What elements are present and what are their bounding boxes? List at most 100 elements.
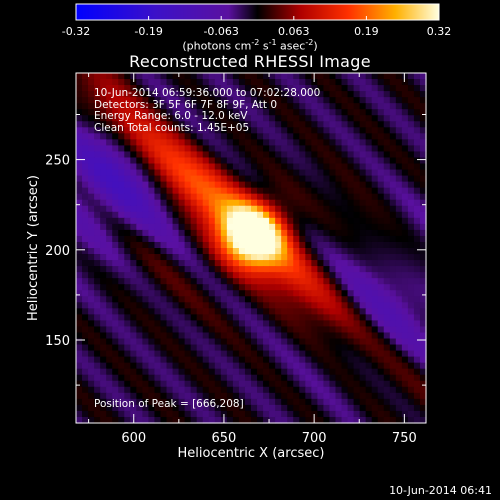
heatmap-cell: [323, 380, 331, 388]
heatmap-cell: [118, 392, 125, 400]
heatmap-cell: [154, 157, 162, 165]
heatmap-cell: [269, 217, 276, 225]
heatmap-cell: [100, 332, 107, 340]
heatmap-cell: [377, 163, 385, 171]
heatmap-cell: [335, 374, 343, 382]
heatmap-cell: [317, 163, 325, 171]
heatmap-cell: [269, 241, 276, 249]
heatmap-cell: [377, 169, 385, 177]
heatmap-cell: [275, 344, 282, 352]
heatmap-cell: [257, 314, 264, 322]
heatmap-cell: [166, 139, 174, 147]
heatmap-cell: [359, 254, 367, 261]
heatmap-cell: [353, 181, 361, 189]
heatmap-cell: [232, 193, 240, 201]
heatmap-cell: [118, 175, 125, 183]
heatmap-cell: [220, 350, 228, 358]
heatmap-cell: [269, 205, 276, 213]
heatmap-cell: [238, 133, 246, 140]
heatmap-cell: [202, 290, 210, 297]
heatmap-cell: [335, 79, 343, 86]
heatmap-cell: [118, 356, 125, 364]
heatmap-cell: [311, 229, 318, 237]
annotation-total-counts: Clean Total counts: 1.45E+05: [94, 121, 250, 134]
heatmap-cell: [166, 248, 174, 255]
heatmap-cell: [311, 260, 318, 267]
heatmap-cell: [293, 139, 300, 147]
heatmap-cell: [142, 163, 150, 171]
heatmap-cell: [166, 392, 174, 400]
heatmap-cell: [112, 115, 119, 122]
heatmap-cell: [335, 260, 343, 267]
heatmap-cell: [311, 241, 318, 249]
heatmap-cell: [178, 344, 186, 352]
heatmap-cell: [88, 272, 95, 279]
heatmap-cell: [172, 398, 180, 406]
heatmap-cell: [76, 169, 83, 177]
heatmap-cell: [263, 145, 270, 153]
heatmap-cell: [251, 386, 258, 394]
heatmap-cell: [184, 139, 192, 147]
heatmap-cell: [359, 175, 367, 183]
heatmap-cell: [311, 193, 318, 201]
heatmap-cell: [341, 151, 349, 159]
heatmap-cell: [178, 91, 186, 98]
heatmap-cell: [401, 278, 409, 285]
heatmap-cell: [407, 308, 415, 315]
heatmap-cell: [142, 272, 150, 279]
heatmap-cell: [329, 308, 337, 315]
heatmap-cell: [341, 211, 349, 219]
heatmap-cell: [341, 163, 349, 171]
heatmap-cell: [88, 229, 95, 237]
heatmap-cell: [172, 302, 180, 309]
heatmap-cell: [208, 133, 216, 140]
heatmap-cell: [232, 241, 240, 249]
heatmap-cell: [311, 175, 318, 183]
heatmap-cell: [311, 362, 318, 370]
heatmap-cell: [395, 85, 403, 92]
heatmap-cell: [112, 187, 119, 195]
heatmap-cell: [178, 332, 186, 340]
heatmap-cell: [407, 121, 415, 128]
heatmap-cell: [88, 398, 95, 406]
heatmap-cell: [389, 205, 397, 213]
heatmap-cell: [419, 386, 427, 394]
heatmap-cell: [395, 79, 403, 86]
heatmap-cell: [184, 127, 192, 134]
heatmap-cell: [232, 139, 240, 147]
heatmap-cell: [323, 79, 331, 86]
heatmap-cell: [106, 223, 113, 231]
heatmap-cell: [335, 290, 343, 297]
heatmap-cell: [257, 115, 264, 122]
heatmap-cell: [305, 235, 312, 243]
heatmap-cell: [377, 392, 385, 400]
heatmap-cell: [148, 368, 156, 376]
heatmap-cell: [196, 115, 204, 122]
heatmap-cell: [347, 344, 355, 352]
heatmap-cell: [100, 73, 107, 80]
heatmap-cell: [341, 278, 349, 285]
heatmap-cell: [244, 380, 252, 388]
heatmap-cell: [154, 308, 162, 315]
heatmap-cell: [118, 163, 125, 171]
heatmap-cell: [287, 145, 294, 153]
heatmap-cell: [184, 205, 192, 213]
heatmap-cell: [112, 380, 119, 388]
heatmap-cell: [166, 199, 174, 207]
heatmap-cell: [341, 248, 349, 255]
heatmap-cell: [359, 386, 367, 394]
heatmap-cell: [389, 284, 397, 291]
heatmap-cell: [347, 199, 355, 207]
heatmap-cell: [124, 380, 131, 388]
heatmap-cell: [335, 398, 343, 406]
heatmap-cell: [202, 368, 210, 376]
heatmap-cell: [383, 308, 391, 315]
heatmap-cell: [287, 320, 294, 328]
heatmap-cell: [383, 169, 391, 177]
heatmap-cell: [419, 223, 427, 231]
heatmap-cell: [359, 151, 367, 159]
heatmap-cell: [82, 404, 89, 412]
heatmap-cell: [341, 308, 349, 315]
heatmap-cell: [299, 302, 306, 309]
heatmap-cell: [124, 392, 131, 400]
